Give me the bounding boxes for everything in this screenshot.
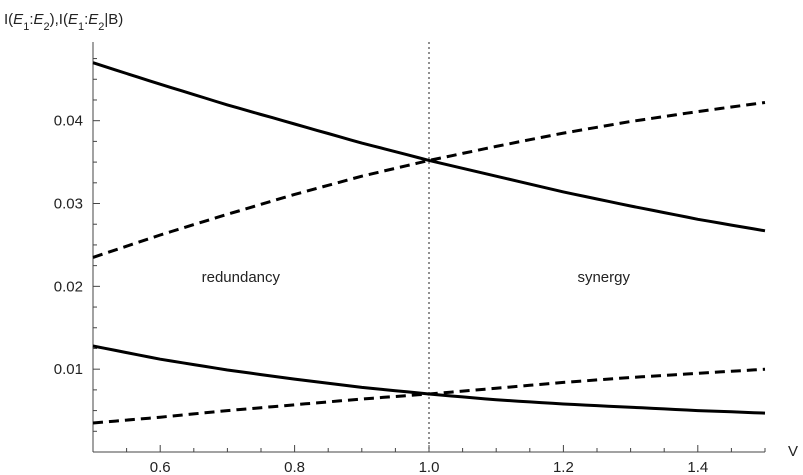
annotation-label: synergy	[577, 269, 630, 286]
dashed-series-line	[92, 101, 766, 259]
dashed-series-line	[92, 367, 766, 425]
y-axis-title: I(E1:E2),I(E1:E2|B)	[4, 11, 123, 33]
y-tick-label: 0.04	[54, 113, 83, 130]
annotation-layer: redundancy synergy	[202, 269, 631, 286]
y-tick-label: 0.01	[54, 361, 83, 378]
series-layer	[92, 61, 766, 425]
y-tick-label: 0.03	[54, 196, 83, 213]
x-tick-label: 1.0	[419, 459, 440, 475]
plot-area: 0.6 0.8 1.0 1.2 1.4 0.01 0.02 0.03 0.04	[54, 42, 766, 475]
x-tick-label: 0.8	[284, 459, 305, 475]
y-tick-label: 0.02	[54, 278, 83, 295]
x-tick-label: 1.4	[687, 459, 708, 475]
x-tick-label: 0.6	[150, 459, 171, 475]
solid-series-line	[92, 61, 766, 233]
x-axis-title: V	[788, 443, 798, 460]
annotation-label: redundancy	[202, 269, 281, 286]
x-tick-label: 1.2	[553, 459, 574, 475]
